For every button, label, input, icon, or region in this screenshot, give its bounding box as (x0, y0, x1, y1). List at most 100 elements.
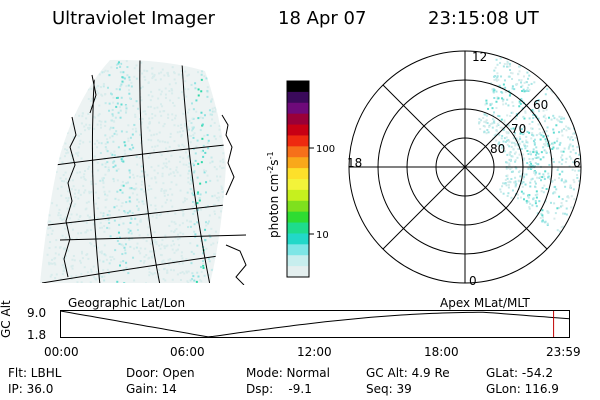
geo-pixel (181, 210, 184, 213)
polar-pixel (538, 176, 541, 179)
polar-pixel (482, 117, 485, 120)
geo-pixel (104, 146, 107, 149)
polar-pixel (507, 104, 510, 107)
polar-pixel (510, 166, 513, 169)
geo-pixel (71, 100, 74, 103)
geo-pixel (163, 74, 166, 77)
geo-pixel (147, 94, 150, 97)
polar-pixel (531, 133, 534, 136)
geo-pixel (200, 280, 203, 283)
geo-pixel (55, 273, 58, 276)
polar-pixel (562, 150, 565, 153)
geo-pixel (144, 78, 147, 81)
polar-pixel (557, 167, 560, 170)
geo-pixel (173, 262, 176, 265)
geo-pixel (191, 192, 194, 195)
polar-pixel (556, 96, 559, 99)
geo-pixel (86, 214, 89, 217)
geo-pixel (205, 170, 208, 173)
polar-pixel (541, 220, 544, 223)
geo-pixel (161, 172, 164, 175)
geo-pixel (62, 109, 65, 112)
geo-pixel (134, 127, 137, 130)
geo-pixel (172, 71, 175, 74)
geo-pixel (79, 132, 82, 135)
geo-pixel (59, 214, 62, 217)
geo-pixel (194, 87, 197, 90)
geo-pixel (108, 74, 111, 77)
geo-pixel (53, 110, 56, 113)
polar-pixel (500, 144, 503, 147)
polar-pixel (535, 146, 538, 149)
geo-pixel (169, 258, 172, 261)
geo-pixel (160, 243, 163, 246)
geo-pixel (135, 77, 138, 80)
polar-pixel (508, 162, 511, 165)
geo-pixel (131, 128, 134, 131)
geo-pixel (193, 171, 196, 174)
geo-pixel (141, 200, 144, 203)
geo-pixel (57, 214, 60, 217)
geo-pixel (178, 262, 181, 265)
geo-pixel (48, 123, 51, 126)
geo-pixel (124, 152, 127, 155)
geo-pixel (158, 214, 161, 217)
polar-pixel (515, 137, 518, 140)
polar-pixel (518, 136, 521, 139)
geo-pixel (108, 190, 111, 193)
geo-pixel (105, 198, 108, 201)
geo-pixel (107, 272, 110, 275)
polar-pixel (563, 117, 566, 120)
geo-pixel (82, 175, 85, 178)
geo-pixel (171, 205, 174, 208)
polar-pixel (544, 138, 547, 141)
polar-pixel (549, 151, 552, 154)
polar-pixel (514, 176, 517, 179)
geo-pixel (147, 138, 150, 141)
geo-pixel (209, 113, 212, 116)
geo-pixel (161, 68, 164, 71)
polar-pixel (517, 72, 520, 75)
colorbar-swatch (287, 189, 309, 202)
geo-pixel (175, 249, 178, 252)
geo-pixel (54, 277, 57, 280)
polar-pixel (520, 182, 523, 185)
polar-pixel (558, 143, 561, 146)
geo-pixel (155, 216, 158, 219)
polar-pixel (498, 134, 501, 137)
geo-pixel (83, 80, 86, 83)
colorbar-swatch (287, 200, 309, 213)
geo-pixel (215, 196, 218, 199)
geo-pixel (170, 268, 173, 271)
polar-pixel (528, 206, 531, 209)
geo-pixel (132, 187, 135, 190)
polar-pixel (546, 88, 549, 91)
geo-pixel (130, 81, 133, 84)
geo-pixel (182, 163, 185, 166)
geo-pixel (48, 246, 51, 249)
geo-pixel (104, 93, 107, 96)
polar-pixel (508, 55, 511, 58)
geo-pixel (95, 90, 98, 93)
geo-pixel (216, 65, 219, 68)
polar-pixel (569, 136, 572, 139)
polar-pixel (533, 171, 536, 174)
geo-pixel (207, 220, 210, 223)
polar-pixel (559, 120, 562, 123)
geo-pixel (141, 85, 144, 88)
geo-pixel (158, 131, 161, 134)
polar-pixel (571, 145, 574, 148)
geo-pixel (140, 170, 143, 173)
geo-pixel (45, 90, 48, 93)
polar-pixel (546, 142, 549, 145)
geo-pixel (220, 99, 223, 102)
polar-pixel (561, 154, 564, 157)
polar-pixel (553, 217, 556, 220)
geo-pixel (164, 93, 167, 96)
polar-pixel (502, 128, 505, 131)
geo-pixel (153, 241, 156, 244)
geo-pixel (106, 86, 109, 89)
geo-pixel (96, 246, 99, 249)
geo-pixel (70, 277, 73, 280)
geo-pixel (128, 76, 131, 79)
